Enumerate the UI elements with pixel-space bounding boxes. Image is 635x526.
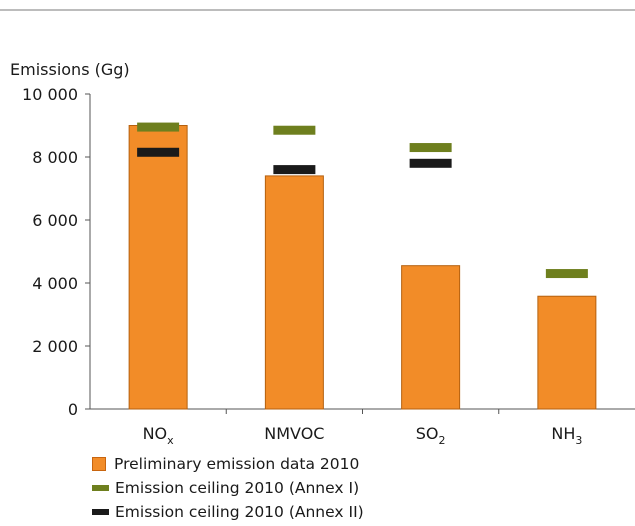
bar-so2	[401, 265, 461, 410]
bar-nh3	[537, 295, 597, 410]
legend-label-annex-ii: Emission ceiling 2010 (Annex II)	[115, 503, 364, 521]
y-tick-label: 6 000	[32, 211, 78, 230]
y-axis-label: Emissions (Gg)	[10, 60, 130, 79]
legend-item-annex-ii: Emission ceiling 2010 (Annex II)	[92, 500, 364, 524]
ceiling-annex-i-nmvoc	[273, 125, 316, 135]
x-tick-label: NOx	[143, 424, 175, 447]
legend-item-annex-i: Emission ceiling 2010 (Annex I)	[92, 476, 364, 500]
legend-swatch-annex-ii	[92, 509, 109, 515]
legend-label-preliminary: Preliminary emission data 2010	[114, 455, 360, 473]
legend-swatch-annex-i	[92, 485, 109, 491]
legend: Preliminary emission data 2010 Emission …	[92, 452, 364, 524]
bar-nox	[128, 125, 188, 410]
ceiling-annex-i-nh3	[545, 269, 588, 279]
legend-label-annex-i: Emission ceiling 2010 (Annex I)	[115, 479, 360, 497]
ceiling-annex-i-nox	[137, 122, 180, 132]
legend-item-preliminary: Preliminary emission data 2010	[92, 452, 364, 476]
x-tick-label: NH3	[551, 424, 582, 447]
ceiling-annex-i-so2	[409, 143, 452, 153]
ceiling-annex-ii-nox	[137, 147, 180, 157]
x-tick-label: NMVOC	[264, 424, 324, 443]
y-tick-label: 0	[68, 400, 78, 419]
ceiling-annex-ii-so2	[409, 158, 452, 168]
ceiling-annex-ii-nmvoc	[273, 165, 316, 175]
y-tick-label: 10 000	[22, 85, 78, 104]
y-tick-label: 2 000	[32, 337, 78, 356]
legend-swatch-preliminary	[92, 457, 106, 471]
bar-nmvoc	[264, 175, 324, 410]
y-tick-label: 4 000	[32, 274, 78, 293]
plot-area: 0 2 000 4 000 6 000 8 000 10 000 NOx NMVOC SO2 NH…	[22, 85, 635, 447]
y-tick-label: 8 000	[32, 148, 78, 167]
x-tick-label: SO2	[416, 424, 446, 447]
